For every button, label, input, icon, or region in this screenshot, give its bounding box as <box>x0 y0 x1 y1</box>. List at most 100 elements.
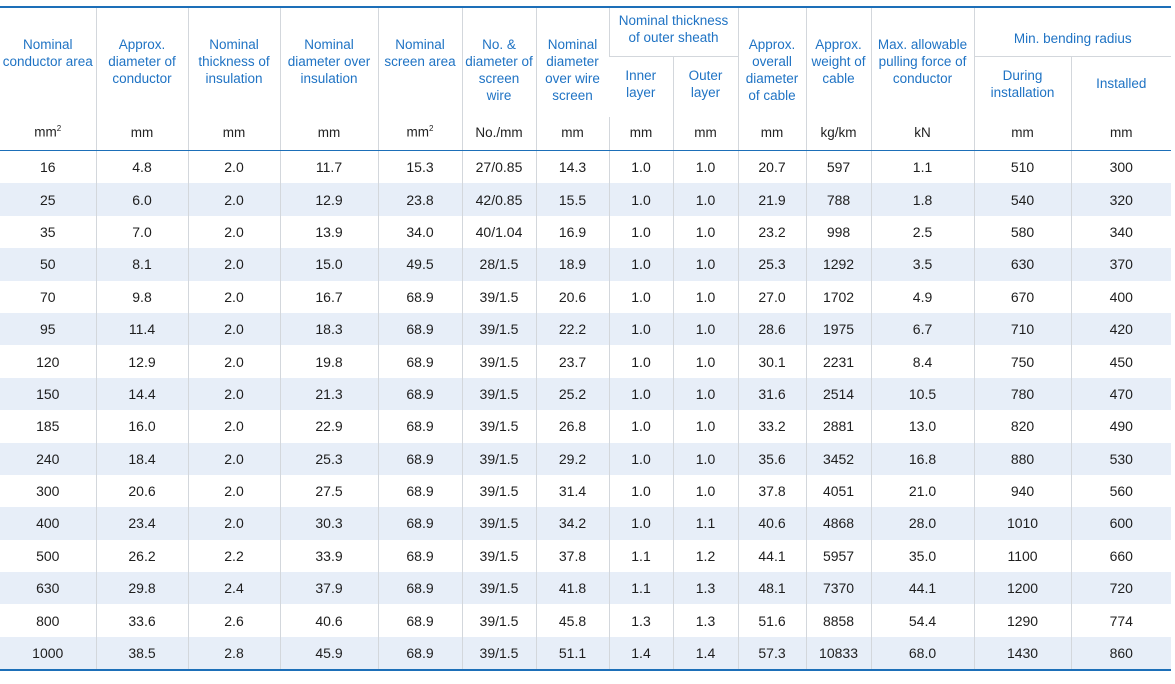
table-cell: 41.8 <box>535 572 609 605</box>
table-cell: 2231 <box>805 345 872 378</box>
unit-pulling-force: kN <box>870 117 975 151</box>
table-cell: 2.0 <box>187 345 280 378</box>
table-cell: 1.0 <box>608 215 673 249</box>
table-cell: 300 <box>1070 150 1172 184</box>
table-cell: 20.6 <box>95 474 188 508</box>
table-cell: 25.3 <box>279 442 378 475</box>
table-header: Nominal conductor area Approx. diameter … <box>0 7 1172 151</box>
table-cell: 2.0 <box>187 410 280 443</box>
table-cell: 630 <box>973 248 1072 281</box>
table-cell: 2.5 <box>870 215 975 249</box>
header-pulling-force: Max. allowable pulling force of conducto… <box>870 7 975 117</box>
table-cell: 68.9 <box>377 280 462 313</box>
table-row: 150 14.4 2.0 21.3 68.9 39/1.5 25.2 1.0 1.0 31.6 25… <box>0 377 1172 411</box>
table-cell: 16.0 <box>95 410 188 443</box>
table-cell: 54.4 <box>870 604 975 637</box>
table-cell: 880 <box>973 442 1072 475</box>
table-cell: 25.2 <box>535 377 609 411</box>
table-cell: 34.2 <box>535 507 609 540</box>
table-cell: 580 <box>973 215 1072 249</box>
table-cell: 470 <box>1070 377 1172 411</box>
table-cell: 68.9 <box>377 442 462 475</box>
table-cell: 25.3 <box>737 248 807 281</box>
table-cell: 1200 <box>973 572 1072 605</box>
table-cell: 22.2 <box>535 312 609 346</box>
table-cell: 1.0 <box>672 474 739 508</box>
table-cell: 660 <box>1070 539 1172 573</box>
table-cell: 33.9 <box>279 539 378 573</box>
table-row: 500 26.2 2.2 33.9 68.9 39/1.5 37.8 1.1 1.2 44.1 59… <box>0 539 1172 573</box>
table-row: 300 20.6 2.0 27.5 68.9 39/1.5 31.4 1.0 1.0 37.8 40… <box>0 474 1172 508</box>
unit-screen-wire: No./mm <box>461 117 536 151</box>
table-cell: 6.0 <box>95 183 188 216</box>
table-cell: 2.2 <box>187 539 280 573</box>
header-overall-diameter: Approx. overall diameter of cable <box>737 7 807 117</box>
table-cell: 4051 <box>805 474 872 508</box>
table-cell: 6.7 <box>870 312 975 346</box>
table-cell: 29.8 <box>95 572 188 605</box>
table-cell: 774 <box>1070 604 1172 637</box>
table-cell: 1.0 <box>608 280 673 313</box>
header-during-installation: During installation <box>973 56 1072 117</box>
table-cell: 28/1.5 <box>461 248 536 281</box>
table-cell: 1702 <box>805 280 872 313</box>
header-conductor-area: Nominal conductor area <box>2 37 93 69</box>
table-cell: 13.0 <box>870 410 975 443</box>
table-cell: 26.8 <box>535 410 609 443</box>
table-cell: 21.9 <box>737 183 807 216</box>
table-cell: 400 <box>1070 280 1172 313</box>
header-installed: Installed <box>1070 56 1172 117</box>
table-cell: 39/1.5 <box>461 636 536 671</box>
table-cell: 16 <box>39 159 56 176</box>
table-cell: 35 <box>39 223 56 240</box>
table-cell: 1100 <box>973 539 1072 573</box>
header-conductor-diameter: Approx. diameter of conductor <box>95 7 188 117</box>
table-cell: 540 <box>973 183 1072 216</box>
table-cell: 11.4 <box>95 312 188 346</box>
unit-screen-area: mm2 <box>377 117 462 151</box>
table-cell: 1.4 <box>672 636 739 671</box>
table-cell: 1.0 <box>608 377 673 411</box>
table-cell: 1290 <box>973 604 1072 637</box>
table-cell: 39/1.5 <box>461 474 536 508</box>
table-cell: 1.0 <box>672 312 739 346</box>
table-cell: 1.0 <box>608 150 673 184</box>
table-cell: 68.9 <box>377 410 462 443</box>
table-cell: 3.5 <box>870 248 975 281</box>
unit-outer-layer: mm <box>672 117 739 151</box>
table-cell: 1.3 <box>672 572 739 605</box>
unit-superscript: 2 <box>429 124 434 134</box>
table-cell: 13.9 <box>279 215 378 249</box>
header-outer-sheath-group: Nominal thickness of outer sheath <box>608 7 739 57</box>
table-cell: 39/1.5 <box>461 442 536 475</box>
table-cell: 2.8 <box>187 636 280 671</box>
table-cell: 48.1 <box>737 572 807 605</box>
table-cell: 16.7 <box>279 280 378 313</box>
unit-installed: mm <box>1070 117 1172 151</box>
table-cell: 1.0 <box>672 183 739 216</box>
table-cell: 14.4 <box>95 377 188 411</box>
table-row: 240 18.4 2.0 25.3 68.9 39/1.5 29.2 1.0 1.0 35.6 34… <box>0 442 1172 475</box>
table-cell: 1.0 <box>608 507 673 540</box>
table-cell: 998 <box>805 215 872 249</box>
table-cell: 10.5 <box>870 377 975 411</box>
table-cell: 597 <box>805 150 872 184</box>
table-cell: 2.0 <box>187 312 280 346</box>
table-cell: 500 <box>36 547 60 564</box>
table-cell: 30.1 <box>737 345 807 378</box>
table-cell: 37.8 <box>737 474 807 508</box>
table-cell: 20.6 <box>535 280 609 313</box>
unit-diameter-over-insulation: mm <box>279 117 378 151</box>
cable-spec-table-container: Nominal conductor area Approx. diameter … <box>0 6 1172 672</box>
table-cell: 1.8 <box>870 183 975 216</box>
table-cell: 68.0 <box>870 636 975 671</box>
unit-superscript: 2 <box>56 124 62 134</box>
table-cell: 2.0 <box>187 183 280 216</box>
table-cell: 1.0 <box>608 248 673 281</box>
table-cell: 22.9 <box>279 410 378 443</box>
table-cell: 50 <box>0 248 96 281</box>
table-cell: 45.8 <box>535 604 609 637</box>
table-cell: 7.0 <box>95 215 188 249</box>
table-cell: 560 <box>1070 474 1172 508</box>
table-row: 800 33.6 2.6 40.6 68.9 39/1.5 45.8 1.3 1.3 51.6 88… <box>0 604 1172 637</box>
